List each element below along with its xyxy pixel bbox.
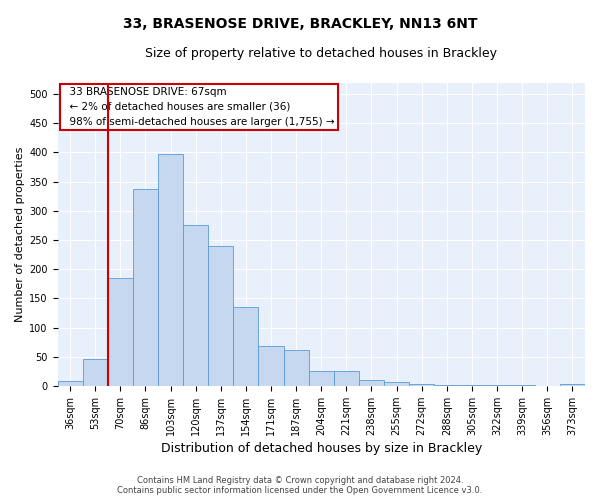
Bar xyxy=(384,382,409,386)
Bar xyxy=(284,350,308,386)
Text: Contains HM Land Registry data © Crown copyright and database right 2024.
Contai: Contains HM Land Registry data © Crown c… xyxy=(118,476,482,495)
Text: 33 BRASENOSE DRIVE: 67sqm
  ← 2% of detached houses are smaller (36)
  98% of se: 33 BRASENOSE DRIVE: 67sqm ← 2% of detach… xyxy=(63,87,334,126)
X-axis label: Distribution of detached houses by size in Brackley: Distribution of detached houses by size … xyxy=(161,442,482,455)
Bar xyxy=(434,384,460,386)
Bar xyxy=(58,381,83,386)
Bar xyxy=(259,346,284,386)
Bar xyxy=(108,278,133,386)
Bar xyxy=(183,225,208,386)
Bar xyxy=(133,189,158,386)
Bar xyxy=(233,306,259,386)
Bar xyxy=(208,246,233,386)
Bar xyxy=(409,384,434,386)
Title: Size of property relative to detached houses in Brackley: Size of property relative to detached ho… xyxy=(145,48,497,60)
Bar xyxy=(334,371,359,386)
Bar xyxy=(83,359,108,386)
Y-axis label: Number of detached properties: Number of detached properties xyxy=(15,146,25,322)
Bar xyxy=(560,384,585,386)
Bar xyxy=(158,154,183,386)
Bar xyxy=(359,380,384,386)
Bar xyxy=(308,371,334,386)
Text: 33, BRASENOSE DRIVE, BRACKLEY, NN13 6NT: 33, BRASENOSE DRIVE, BRACKLEY, NN13 6NT xyxy=(123,18,477,32)
